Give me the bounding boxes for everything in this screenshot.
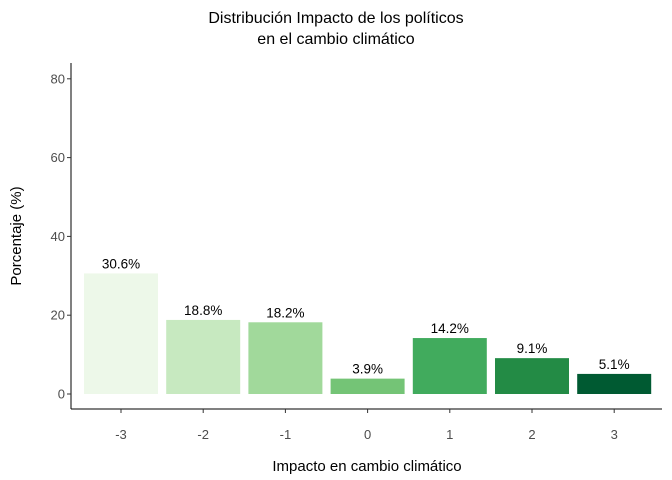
- y-tick-label: 60: [51, 150, 65, 165]
- y-axis-ticks: 0 20 40 60 80: [51, 71, 71, 402]
- bar: [412, 338, 487, 394]
- x-axis-title: Impacto en cambio climático: [272, 458, 461, 475]
- chart-title: Distribución Impacto de los políticos en…: [0, 8, 672, 50]
- data-label: 30.6%: [102, 256, 140, 271]
- bar: [495, 358, 569, 394]
- data-label: 14.2%: [431, 321, 469, 336]
- y-tick-label: 80: [51, 71, 65, 86]
- x-tick-label: 3: [611, 427, 618, 442]
- data-label: 18.2%: [266, 305, 304, 320]
- bar: [84, 273, 158, 394]
- bars-group: [84, 273, 652, 394]
- chart-title-line-2: en el cambio climático: [257, 31, 415, 48]
- data-label: 18.8%: [184, 303, 222, 318]
- bar: [330, 378, 405, 394]
- x-tick-label: -1: [280, 427, 292, 442]
- data-label: 9.1%: [517, 341, 548, 356]
- data-label: 5.1%: [599, 357, 630, 372]
- bar: [166, 319, 241, 394]
- bar: [248, 322, 323, 394]
- y-tick-label: 20: [51, 308, 65, 323]
- x-tick-label: 2: [528, 427, 535, 442]
- data-label: 3.9%: [352, 362, 383, 377]
- y-tick-label: 0: [58, 387, 65, 402]
- y-tick-label: 40: [51, 229, 65, 244]
- x-tick-label: 0: [364, 427, 371, 442]
- chart-title-line-1: Distribución Impacto de los políticos: [208, 10, 464, 27]
- y-axis-title: Porcentaje (%): [8, 186, 25, 285]
- x-tick-label: -3: [115, 427, 127, 442]
- x-tick-label: -2: [197, 427, 209, 442]
- x-axis-ticks: -3 -2 -1 0 1 2 3: [115, 409, 618, 442]
- bar: [577, 373, 652, 394]
- x-tick-label: 1: [446, 427, 453, 442]
- data-labels-group: 30.6% 18.8% 18.2% 3.9% 14.2% 9.1% 5.1%: [102, 256, 630, 376]
